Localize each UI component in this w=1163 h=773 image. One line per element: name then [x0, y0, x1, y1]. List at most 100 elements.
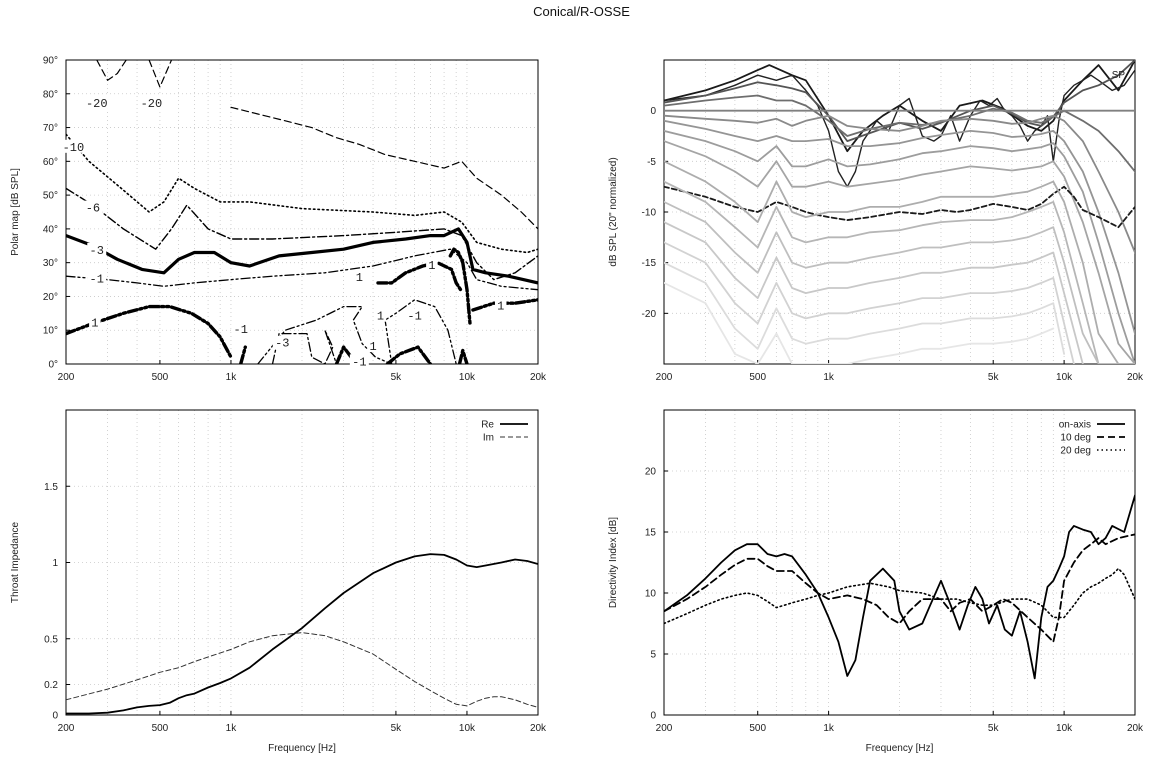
x-tick-label: 1k [226, 372, 238, 383]
contour-label-bg [138, 95, 165, 109]
contour-line [257, 299, 457, 364]
y-tick-label: 20 [645, 467, 657, 478]
contour-label: -1 [234, 323, 248, 337]
y-axis-label: dB SPL (20" normalized) [608, 157, 619, 266]
x-axis-label: Frequency [Hz] [268, 743, 336, 754]
contour-line [376, 261, 463, 292]
x-tick-label: 5k [988, 723, 1000, 734]
series-group [66, 553, 538, 715]
y-tick-label: -5 [647, 157, 656, 168]
y-tick-label: 1.5 [44, 482, 58, 493]
panel-directivity-index: 200 500 1k 5k 10k 20k 0 5 10 15 20 Directivity Inde… [608, 409, 1144, 754]
legend-label: 10 deg [1060, 433, 1091, 444]
plot-frame [65, 59, 539, 365]
contour-label: 1 [377, 310, 384, 324]
x-axis-label: Frequency [Hz] [866, 743, 934, 754]
y-tick-label: 10° [43, 326, 58, 337]
x-tick-label: 5k [391, 723, 403, 734]
x-tick-label: 20k [530, 723, 547, 734]
y-tick-label: 20° [43, 292, 58, 303]
series-group [66, 60, 538, 364]
x-tick-label: 500 [152, 372, 169, 383]
x-tick-label: 1k [823, 372, 835, 383]
x-tick-label: 10k [459, 372, 476, 383]
contour-label-bg [494, 298, 507, 312]
contour-label-bg [87, 242, 107, 256]
y-tick-label: 0.2 [44, 680, 58, 691]
contour-label-bg [89, 315, 101, 329]
series-tag: SP [1112, 70, 1126, 81]
contour-label: 1 [428, 259, 435, 273]
contour-label: 1 [497, 300, 504, 314]
x-tick-label: 500 [749, 372, 766, 383]
contour-label-bg [272, 335, 292, 349]
y-tick-label: 80° [43, 89, 58, 100]
panel-polar-map: 200 500 1k 5k 10k 20k 0° 10° 20° 30° 40° 50° 60° 70° 8… [10, 56, 547, 384]
x-tick-label: 200 [656, 372, 673, 383]
x-tick-label: 10k [1056, 723, 1073, 734]
contour-label: 1 [91, 316, 98, 330]
y-axis-label: Throat Impedance [10, 521, 21, 603]
series-line [664, 160, 1135, 364]
contour-line [457, 348, 469, 364]
grid [66, 60, 538, 364]
series-line [664, 221, 1084, 364]
x-tick-label: 1k [226, 723, 238, 734]
contour-label-bg [426, 258, 438, 272]
contour-line [66, 304, 233, 359]
contour-label-bg [231, 322, 251, 336]
series-line [664, 200, 1100, 364]
y-tick-label: 15 [645, 528, 657, 539]
panel-spl: 200 500 1k 5k 10k 20k 0 -5 -10 -15 -20 dB SPL (20" … [608, 59, 1144, 383]
y-tick-label: 0 [650, 106, 656, 117]
series-line [664, 129, 1135, 364]
series-20-deg [664, 567, 1135, 625]
y-tick-label: 10 [645, 589, 657, 600]
legend-label: Im [483, 433, 494, 444]
y-tick-label: 90° [43, 56, 58, 67]
x-tick-label: 20k [1127, 723, 1144, 734]
panel-throat-impedance: 200 500 1k 5k 10k 20k 0 0.2 0.5 1 1.5 Throat Impeda… [10, 409, 547, 754]
x-tick-label: 500 [152, 723, 169, 734]
legend: Re Im [481, 420, 528, 444]
contour-label: -1 [90, 273, 104, 287]
x-tick-label: 5k [391, 372, 403, 383]
series-on-axis [664, 494, 1135, 680]
contour-label: 1 [369, 340, 376, 354]
y-axis-label: Polar map [dB SPL] [10, 168, 21, 256]
contour-label-bg [83, 200, 103, 214]
contour-label: -3 [90, 244, 104, 258]
series-line [664, 241, 1075, 364]
x-tick-label: 10k [1056, 372, 1073, 383]
y-tick-label: -20 [642, 309, 657, 320]
series-line [664, 60, 1135, 143]
y-tick-label: 0 [650, 711, 656, 722]
y-tick-label: 1 [52, 558, 58, 569]
contour-line [66, 187, 538, 281]
contour-label: -10 [63, 141, 85, 155]
y-axis-label: Directivity Index [dB] [608, 517, 619, 608]
series-line [664, 119, 1135, 335]
y-tick-label: 50° [43, 191, 58, 202]
contour-label-bg [405, 308, 425, 322]
series-im [66, 632, 538, 708]
y-tick-label: 30° [43, 258, 58, 269]
y-tick-label: 0.5 [44, 634, 58, 645]
contour-line [238, 345, 248, 364]
contour-line [448, 247, 472, 326]
contour-line [148, 60, 173, 88]
x-tick-label: 200 [58, 372, 75, 383]
series-group [664, 60, 1135, 364]
contour-label: -3 [275, 337, 289, 351]
contour-label-bg [83, 95, 111, 109]
y-tick-label: 40° [43, 224, 58, 235]
x-tick-label: 20k [530, 372, 547, 383]
contour-label: -1 [407, 310, 421, 324]
y-tick-label: 0° [48, 360, 58, 371]
series-line [664, 281, 1055, 364]
x-tick-label: 1k [823, 723, 835, 734]
contour-label-bg [87, 271, 107, 285]
x-tick-label: 20k [1127, 372, 1144, 383]
grid [664, 410, 1135, 715]
